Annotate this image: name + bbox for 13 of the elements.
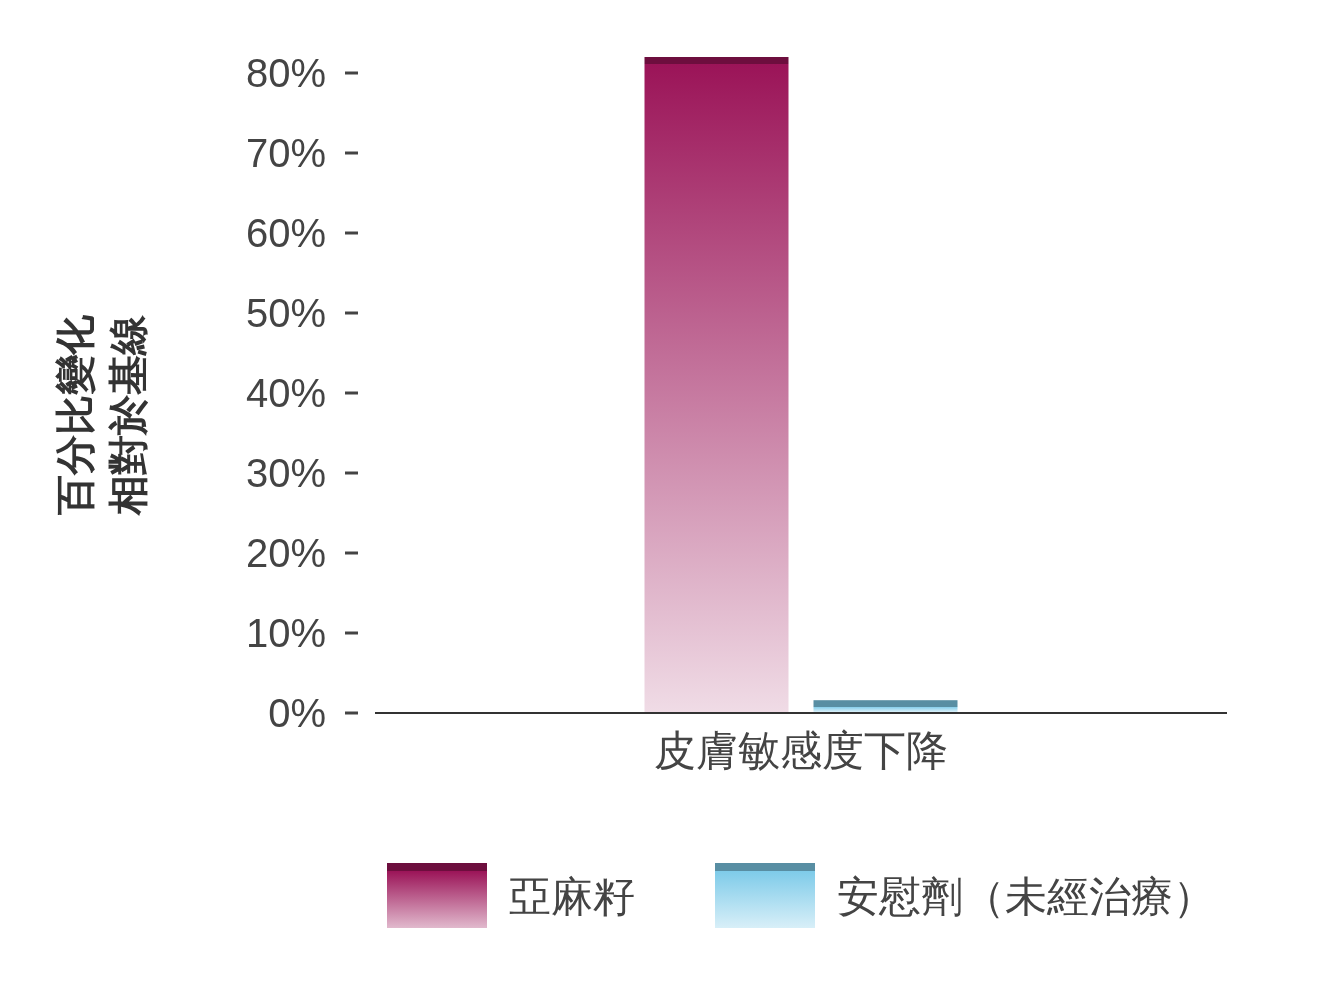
y-tick-label: 40% [245,371,326,415]
y-tick-label: 0% [268,691,326,735]
y-tick-label: 60% [245,211,326,255]
legend-label: 亞麻籽 [509,872,635,920]
y-tick-label: 30% [245,451,326,495]
y-tick-label: 70% [245,131,326,175]
x-tick-label: 皮膚敏感度下降 [654,727,948,774]
y-tick-label: 20% [245,531,326,575]
y-axis-title: 百分比變化相對於基線 [52,314,150,516]
y-tick-label: 80% [245,51,326,95]
legend-label: 安慰劑（未經治療） [837,872,1215,920]
y-tick-label: 10% [245,611,326,655]
y-tick-label: 50% [245,291,326,335]
